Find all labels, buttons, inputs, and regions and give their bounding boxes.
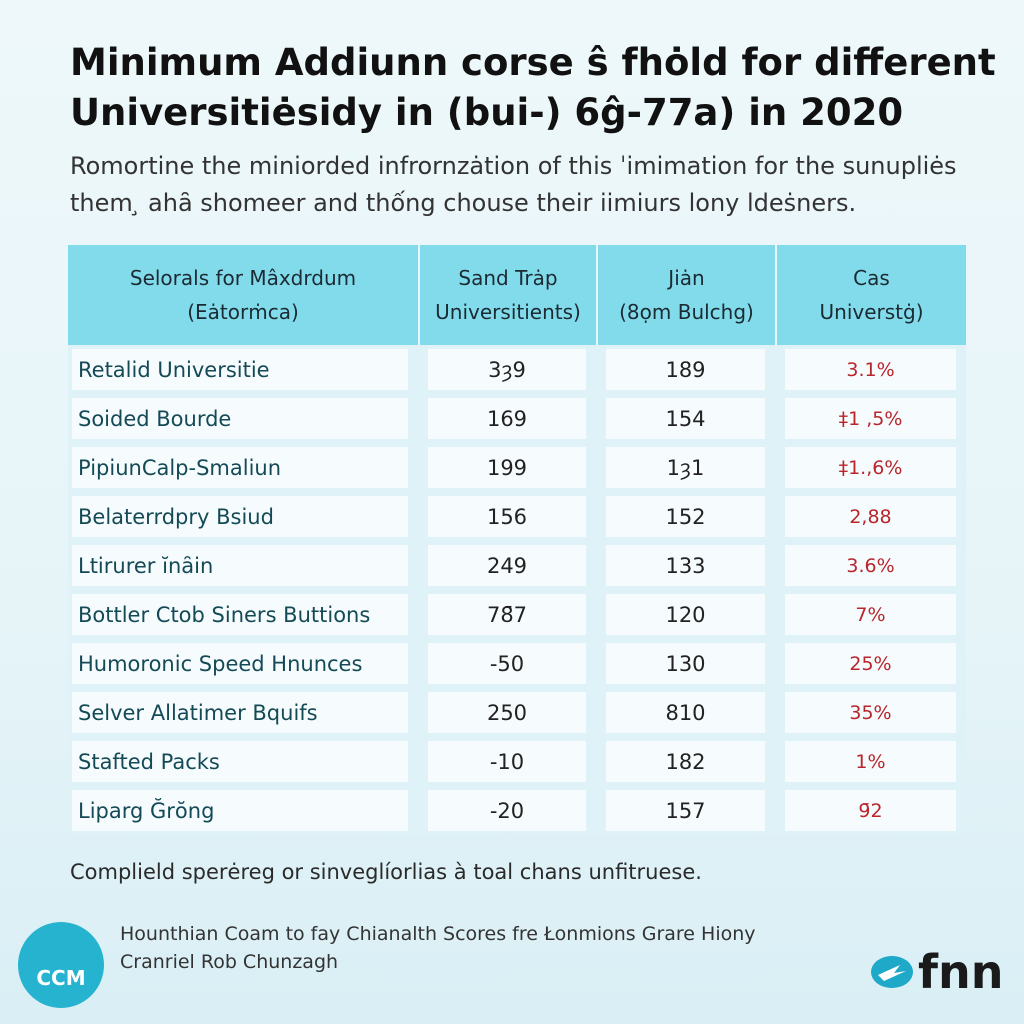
header-line: (Eȧtorṁca) xyxy=(187,300,299,324)
footer: Hounthian Coam to fay Chianalth Scores f… xyxy=(120,920,756,976)
table-cell: 25% xyxy=(785,643,956,684)
header-text: Selorals for Mâxdrdum (Eȧtorṁca) xyxy=(130,261,356,329)
header-line: Universtġ) xyxy=(819,300,924,324)
table-row: PipiunCalp-Smaliun 199 1ȝ1 ‡1.,6% xyxy=(68,443,966,492)
header-cell: Sand Trȧp Universitients) xyxy=(418,245,596,345)
header-line: Cas xyxy=(853,266,890,290)
table-cell: -20 xyxy=(428,790,586,831)
table-row: Stafted Packs -10 182 1% xyxy=(68,737,966,786)
table-cell: 154 xyxy=(606,398,765,439)
table-cell: -50 xyxy=(428,643,586,684)
footer-line: Hounthian Coam to fay Chianalth Scores f… xyxy=(120,923,756,945)
table-cell: 157 xyxy=(606,790,765,831)
table-cell: 78̄7 xyxy=(428,594,586,635)
header-line: Universitients) xyxy=(435,300,581,324)
table-cell: 7% xyxy=(785,594,956,635)
table: Selorals for Mâxdrdum (Eȧtorṁca) Sand Trȧp… xyxy=(68,245,966,835)
header-line: Selorals for Mâxdrdum xyxy=(129,266,357,290)
header-line: Jiȧn xyxy=(668,266,705,290)
table-cell: 35% xyxy=(785,692,956,733)
table-cell: 199 xyxy=(428,447,586,488)
table-cell: 250 xyxy=(428,692,586,733)
table-row: Soided Bourde 169 154 ‡1 ,5% xyxy=(68,394,966,443)
table-cell: 3.1% xyxy=(785,349,956,390)
header-cell: Selorals for Mâxdrdum (Eȧtorṁca) xyxy=(68,245,418,345)
table-cell: 156 xyxy=(428,496,586,537)
table-cell: ‡1.,6% xyxy=(785,447,956,488)
table-cell: 169 xyxy=(428,398,586,439)
header-text: Jiȧn (8ọm Bulchg) xyxy=(619,261,754,329)
table-row: Liparg Ğrŏng -20 157 9̄2 xyxy=(68,786,966,835)
table-cell: 1% xyxy=(785,741,956,782)
title: Minimum Addiunn corse ŝ fhȯld for differ… xyxy=(70,38,996,138)
note: Complield sperėreg or sinveglíorlias à t… xyxy=(70,860,702,884)
table-cell: PipiunCalp-Smaliun xyxy=(72,447,408,488)
logo: CCM xyxy=(18,922,104,1008)
header-line: (8ọm Bulchg) xyxy=(619,300,754,324)
title-line: Universitiėsidy in (bui-) 6ĝ-77a) in 202… xyxy=(70,91,904,134)
footer-line: Cranriel Rob Chunzagh xyxy=(120,951,339,973)
logo-text: CCM xyxy=(36,966,86,990)
table-cell: -10 xyxy=(428,741,586,782)
table-cell: 3.6% xyxy=(785,545,956,586)
table-cell: 182 xyxy=(606,741,765,782)
brand-icon xyxy=(871,956,913,988)
table-cell: 810 xyxy=(606,692,765,733)
table-row: Ltirurer ĭnȃin 249 133 3.6% xyxy=(68,541,966,590)
brand-text: fnn xyxy=(918,945,1004,999)
table-row: Belaterrdpry Bsiud 156 152 2,88 xyxy=(68,492,966,541)
table-row: Bottler Ctob Siners Buttions 78̄7 120 7% xyxy=(68,590,966,639)
table-cell: Stafted Packs xyxy=(72,741,408,782)
brand: fnn xyxy=(870,945,1004,999)
table-cell: 249 xyxy=(428,545,586,586)
table-row: Selver Allatimer Bquifs 250 810 35% xyxy=(68,688,966,737)
table-cell: 1ȝ1 xyxy=(606,447,765,488)
table-cell: Bottler Ctob Siners Buttions xyxy=(72,594,408,635)
table-cell: 152 xyxy=(606,496,765,537)
header-cell: Jiȧn (8ọm Bulchg) xyxy=(596,245,775,345)
table-cell: 133 xyxy=(606,545,765,586)
table-cell: Liparg Ğrŏng xyxy=(72,790,408,831)
table-row: Humoronic Speed Hnunces -50 130 25% xyxy=(68,639,966,688)
table-cell: 9̄2 xyxy=(785,790,956,831)
table-cell: 3ȝ9 xyxy=(428,349,586,390)
table-cell: 2,88 xyxy=(785,496,956,537)
header-row: Selorals for Mâxdrdum (Eȧtorṁca) Sand Trȧp… xyxy=(68,245,966,345)
table-cell: 189 xyxy=(606,349,765,390)
table-row: Retalid Universitie 3ȝ9 189 3.1% xyxy=(68,345,966,394)
table-cell: Humoronic Speed Hnunces xyxy=(72,643,408,684)
subtitle-line: Romortine the miniorded infrornzȧtion of… xyxy=(70,152,957,180)
header-cell: Cas Universtġ) xyxy=(775,245,966,345)
table-cell: Belaterrdpry Bsiud xyxy=(72,496,408,537)
table-cell: Soided Bourde xyxy=(72,398,408,439)
title-line: Minimum Addiunn corse ŝ fhȯld for differ… xyxy=(70,41,996,84)
table-cell: 120 xyxy=(606,594,765,635)
table-cell: Retalid Universitie xyxy=(72,349,408,390)
header-text: Sand Trȧp Universitients) xyxy=(435,261,581,329)
table-cell: Selver Allatimer Bquifs xyxy=(72,692,408,733)
table-cell: 130 xyxy=(606,643,765,684)
subtitle-line: them ̧ ahȃ shomeer and thống chouse thei… xyxy=(70,189,857,217)
table-cell: Ltirurer ĭnȃin xyxy=(72,545,408,586)
header-text: Cas Universtġ) xyxy=(820,261,924,329)
table-cell: ‡1 ,5% xyxy=(785,398,956,439)
header-line: Sand Trȧp xyxy=(458,266,558,290)
subtitle: Romortine the miniorded infrornzȧtion of… xyxy=(70,148,957,222)
